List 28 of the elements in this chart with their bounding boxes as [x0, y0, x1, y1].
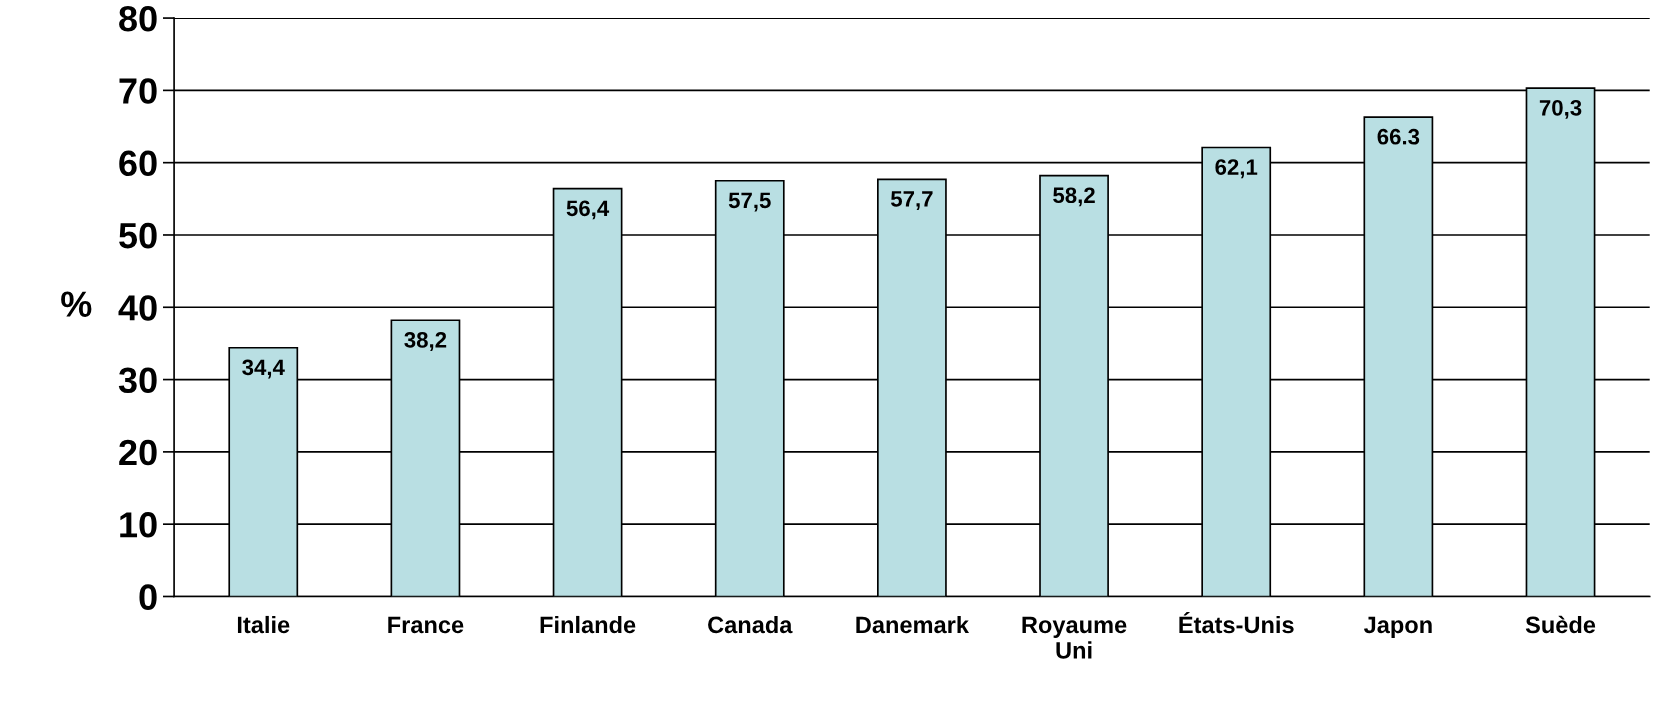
- x-tick-label: Canada: [708, 615, 793, 634]
- y-tick-label: 40: [118, 295, 157, 321]
- y-tick-label: 0: [139, 584, 157, 610]
- data-label: 38,2: [404, 331, 447, 351]
- x-tick-label: Danemark: [856, 615, 970, 634]
- y-tick-label: 50: [119, 222, 157, 249]
- x-tick-label: France: [388, 616, 464, 634]
- x-tick-label: Royaume Uni: [1022, 616, 1127, 659]
- data-label: 57,5: [728, 192, 771, 212]
- y-tick-label: 20: [119, 439, 157, 466]
- y-tick-label: 30: [118, 367, 157, 394]
- data-label: 66.3: [1377, 128, 1420, 145]
- data-label: 56,4: [566, 200, 610, 220]
- x-tick-label: Finlande: [540, 615, 636, 634]
- y-tick-label: 80: [119, 5, 157, 32]
- x-tick-label: Japon: [1363, 616, 1432, 638]
- data-label: 70,3: [1539, 99, 1582, 119]
- data-label: 62,1: [1215, 159, 1258, 179]
- x-tick-label: États-Unis: [1179, 612, 1294, 634]
- x-tick-label: Italie: [237, 615, 290, 634]
- y-tick-label: 10: [120, 512, 157, 538]
- y-tick-label: 70: [119, 78, 157, 104]
- data-label: 34,4: [242, 359, 285, 379]
- y-tick-label: 60: [119, 150, 157, 177]
- data-label: 58,2: [1053, 187, 1095, 207]
- x-tick-label: Suède: [1525, 615, 1596, 634]
- y-axis-title: %: [61, 291, 92, 317]
- data-label: 57,7: [890, 191, 933, 210]
